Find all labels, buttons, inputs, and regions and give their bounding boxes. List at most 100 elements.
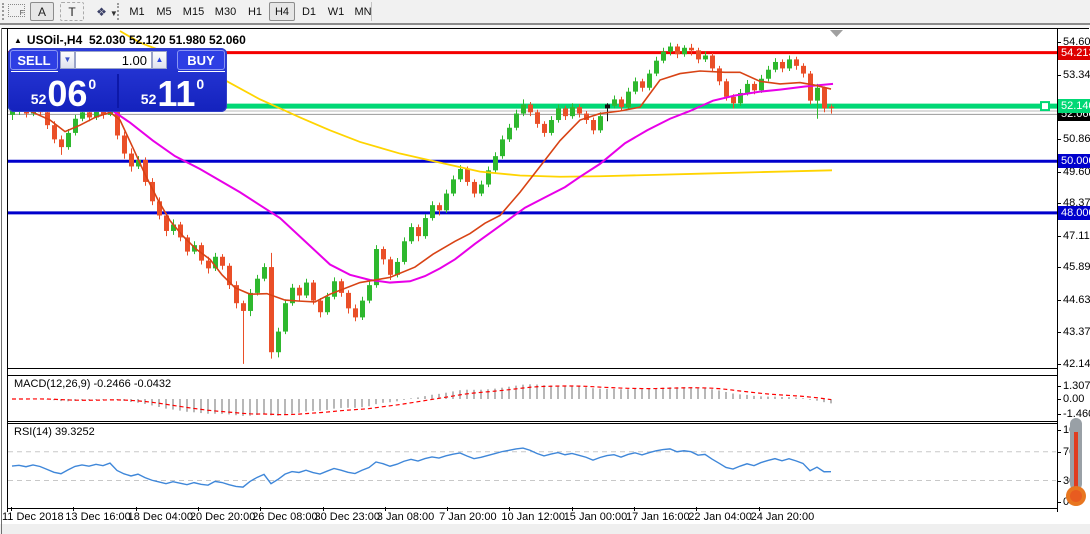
window-edge-light <box>0 25 1090 28</box>
toolbar-grip[interactable] <box>2 3 8 20</box>
macd-axis-tick <box>1057 385 1061 387</box>
timeframe-button-W1[interactable]: W1 <box>327 6 345 18</box>
price-axis-tick <box>1057 139 1061 141</box>
timeframe-button-MN[interactable]: MN <box>354 6 372 18</box>
one-click-trade-panel: SELL ▼ ▲ BUY 52 06 0 52 11 0 <box>8 48 227 112</box>
sell-price-main: 06 <box>47 73 88 114</box>
price-axis-tick <box>1057 42 1061 44</box>
rsi-axis-tick <box>1057 430 1061 432</box>
time-axis-tick <box>509 507 511 511</box>
time-axis-label: 17 Jan 16:00 <box>626 511 690 523</box>
window-left-frame <box>1 23 2 534</box>
timeframe-button-H1[interactable]: H1 <box>247 6 263 18</box>
timeframe-button-M15[interactable]: M15 <box>182 6 205 18</box>
macd-axis-label: 0.00 <box>1063 393 1085 405</box>
time-axis-label: 11 Dec 2018 <box>2 511 64 523</box>
time-axis-label: 22 Jan 04:00 <box>688 511 752 523</box>
price-axis-tick <box>1057 363 1061 365</box>
time-axis-tick <box>260 507 262 511</box>
time-axis-tick <box>73 507 75 511</box>
collapse-triangle-icon[interactable]: ▲ <box>14 36 22 45</box>
main-pane-bottom-border <box>7 368 1058 369</box>
time-axis-label: 15 Jan 00:00 <box>563 511 628 523</box>
toolbar: F A T ❖ ▼ M1 M5 M15 M30 H1 H4 D1 W1 MN <box>0 0 1090 23</box>
chart-border-left <box>7 28 8 512</box>
macd-axis-tick <box>1057 399 1061 400</box>
macd-axis-label: 1.3073 <box>1063 379 1090 392</box>
price-axis-label: 45.890 <box>1063 261 1090 274</box>
buy-button[interactable]: BUY <box>177 50 225 70</box>
time-axis-tick <box>696 507 698 511</box>
volume-up-stepper[interactable]: ▲ <box>152 51 167 69</box>
price-axis-label: 54.605 <box>1063 36 1090 49</box>
macd-axis-tick <box>1057 414 1061 416</box>
price-axis-badge: 48.000 <box>1058 205 1090 220</box>
time-axis-tick <box>322 507 324 511</box>
time-axis-label: 13 Dec 16:00 <box>65 511 131 523</box>
time-axis-tick <box>384 507 386 511</box>
rsi-pane[interactable] <box>7 423 1058 509</box>
time-axis-tick <box>571 507 573 511</box>
timeframe-button-M1[interactable]: M1 <box>129 6 145 18</box>
text-box-button[interactable]: T <box>60 2 84 21</box>
price-axis-tick <box>1057 299 1061 301</box>
time-axis-label: 26 Dec 08:00 <box>252 511 318 523</box>
window-edge <box>0 23 1090 25</box>
toolbar-grip[interactable] <box>117 3 123 20</box>
buy-price-main: 11 <box>157 73 196 114</box>
time-axis-label: 7 Jan 20:00 <box>439 511 497 523</box>
panel-divider <box>117 74 119 108</box>
time-axis-label: 10 Jan 12:00 <box>501 511 566 523</box>
price-axis-tick <box>1057 235 1061 237</box>
chevron-down-icon: ▼ <box>109 9 118 18</box>
timeframe-button-M5[interactable]: M5 <box>156 6 172 18</box>
diamonds-icon: ❖ <box>96 5 107 19</box>
price-axis-badge: 50.000 <box>1058 154 1090 169</box>
rsi-axis-tick <box>1057 502 1061 503</box>
price-axis-badge: 54.213 <box>1058 45 1090 60</box>
timeframe-button-D1[interactable]: D1 <box>301 6 317 18</box>
chart-border-top <box>2 28 1089 29</box>
dashed-frame-icon[interactable]: F <box>8 4 25 17</box>
sell-price-sup: 0 <box>88 76 97 92</box>
price-axis-badge: 52.140 <box>1058 99 1090 114</box>
time-axis-label: 24 Jan 20:00 <box>750 511 815 523</box>
buy-price-button[interactable]: 52 11 0 <box>121 72 224 112</box>
time-axis-tick <box>135 507 137 511</box>
price-axis-label: 43.370 <box>1063 326 1090 339</box>
sell-price-button[interactable]: 52 06 0 <box>12 72 115 112</box>
styler-button[interactable]: ❖ ▼ <box>90 2 124 21</box>
timeframe-button-H4[interactable]: H4 <box>269 2 295 21</box>
sell-button[interactable]: SELL <box>10 50 58 70</box>
timeframe-button-M30[interactable]: M30 <box>214 6 237 18</box>
volume-down-stepper[interactable]: ▼ <box>60 51 75 69</box>
price-axis-label: 47.115 <box>1063 229 1090 242</box>
rsi-label: RSI(14) 39.3252 <box>14 426 95 438</box>
rsi-axis-tick <box>1057 451 1061 453</box>
font-button[interactable]: A <box>30 2 54 21</box>
price-axis-tick <box>1057 203 1061 205</box>
sell-price-prefix: 52 <box>30 91 47 107</box>
macd-axis-label: -1.4609 <box>1063 408 1090 421</box>
volume-input[interactable] <box>75 51 152 69</box>
time-axis-label: 30 Dec 23:00 <box>314 511 380 523</box>
price-axis-tick <box>1057 267 1061 269</box>
time-axis-tick <box>758 507 760 511</box>
time-axis-tick <box>447 507 449 511</box>
time-axis-label: 3 Jan 08:00 <box>376 511 435 523</box>
price-axis-label: 53.345 <box>1063 68 1090 81</box>
price-axis-separator <box>1057 28 1058 512</box>
chart-title: ▲ USOil-,H4 52.030 52.120 51.980 52.060 <box>14 33 246 47</box>
buy-price-sup: 0 <box>196 76 205 92</box>
ohlc-values: 52.030 52.120 51.980 52.060 <box>88 33 246 47</box>
price-axis-tick <box>1057 332 1061 334</box>
time-axis-tick <box>197 507 199 511</box>
symbol-title: USOil-,H4 <box>26 33 83 47</box>
macd-label: MACD(12,26,9) -0.2466 -0.0432 <box>14 378 172 390</box>
price-axis-label: 49.600 <box>1063 165 1090 178</box>
rsi-axis-tick <box>1057 480 1061 482</box>
buy-price-prefix: 52 <box>140 91 157 107</box>
toolbar-divider <box>371 2 372 21</box>
time-axis-label: 20 Dec 20:00 <box>189 511 256 523</box>
